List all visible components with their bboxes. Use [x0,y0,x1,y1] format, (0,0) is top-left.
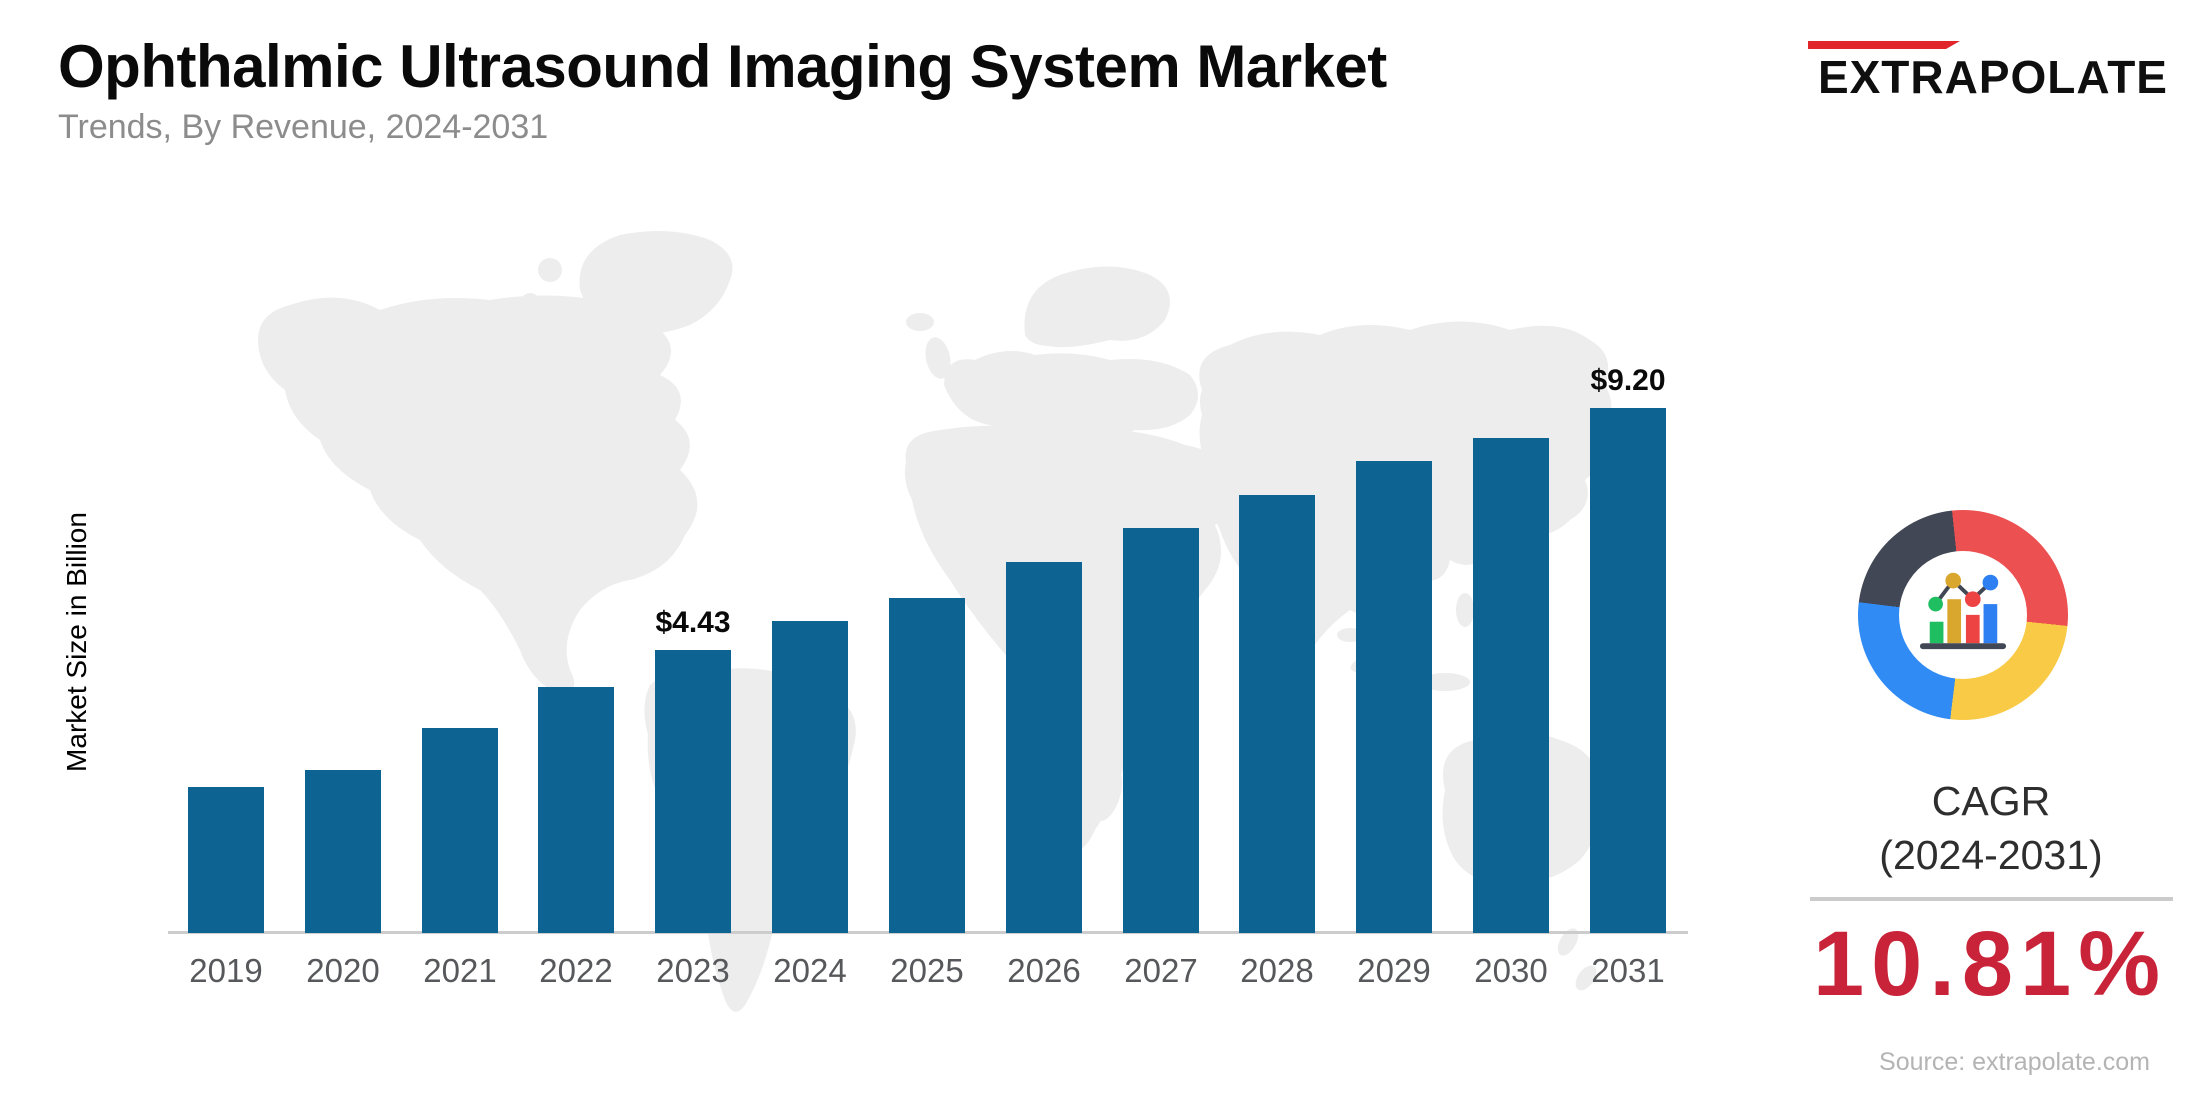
bar-2026 [1006,562,1082,933]
bar-2024 [772,621,848,933]
cagr-heading: CAGR [1931,778,2051,824]
bar-2027 [1123,528,1199,933]
x-tick-2028: 2028 [1240,952,1314,989]
bar-2021 [422,728,498,933]
x-tick-2027: 2027 [1124,952,1198,989]
donut-chart-icon [1858,510,2068,720]
x-tick-2021: 2021 [423,952,497,989]
x-tick-2026: 2026 [1007,952,1081,989]
cagr-period: (2024-2031) [1879,832,2103,878]
x-tick-2025: 2025 [890,952,964,989]
bar-2020 [305,770,381,933]
x-tick-2019: 2019 [189,952,263,989]
bar-2019 [188,787,264,933]
logo-accent-bar-icon [1808,41,1960,49]
source-attribution: Source: extrapolate.com [1879,1048,2150,1076]
bar-value-label-2023: $4.43 [655,606,731,639]
page-title: Ophthalmic Ultrasound Imaging System Mar… [58,33,1387,100]
cagr-value: 10.81% [1812,913,2168,1015]
donut-hole [1899,551,2027,679]
map-europe [944,351,1198,437]
x-tick-2022: 2022 [539,952,613,989]
x-tick-2029: 2029 [1357,952,1431,989]
bar-2028 [1239,495,1315,933]
x-tick-2024: 2024 [773,952,847,989]
bar-2030 [1473,438,1549,933]
bar-2025 [889,598,965,933]
x-tick-2030: 2030 [1474,952,1548,989]
map-scandinavia [1024,266,1170,348]
page-subtitle: Trends, By Revenue, 2024-2031 [58,108,549,146]
mini-chart-icon [1919,572,2007,650]
bar-value-label-2031: $9.20 [1590,364,1666,397]
logo-text: EXTRAPOLATE [1817,51,2168,103]
bar-2023 [655,650,731,933]
sidebar-divider [1810,897,2173,901]
x-tick-2031: 2031 [1591,952,1665,989]
bar-2029 [1356,461,1432,933]
map-north-america [258,295,698,696]
x-tick-2023: 2023 [656,952,730,989]
y-axis-label: Market Size in Billion [61,512,92,772]
bar-2022 [538,687,614,933]
map-greenland [579,231,733,334]
bar-2031 [1590,408,1666,933]
x-tick-2020: 2020 [306,952,380,989]
